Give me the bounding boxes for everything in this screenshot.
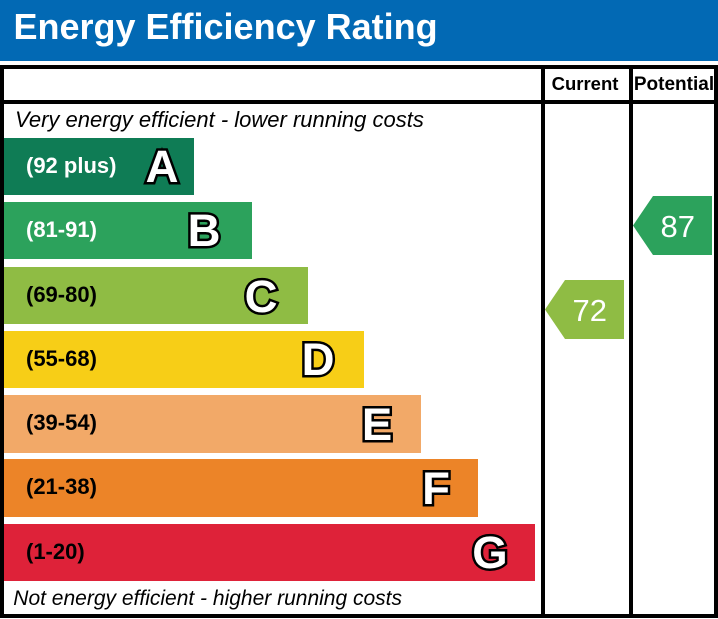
svg-text:72: 72 bbox=[573, 293, 607, 328]
svg-text:D: D bbox=[301, 334, 334, 385]
svg-text:A: A bbox=[145, 141, 178, 192]
svg-text:B: B bbox=[187, 205, 220, 256]
svg-text:G: G bbox=[472, 527, 507, 578]
svg-text:87: 87 bbox=[661, 209, 695, 244]
svg-text:C: C bbox=[245, 271, 278, 322]
svg-text:E: E bbox=[362, 399, 392, 450]
svg-text:F: F bbox=[422, 463, 450, 514]
